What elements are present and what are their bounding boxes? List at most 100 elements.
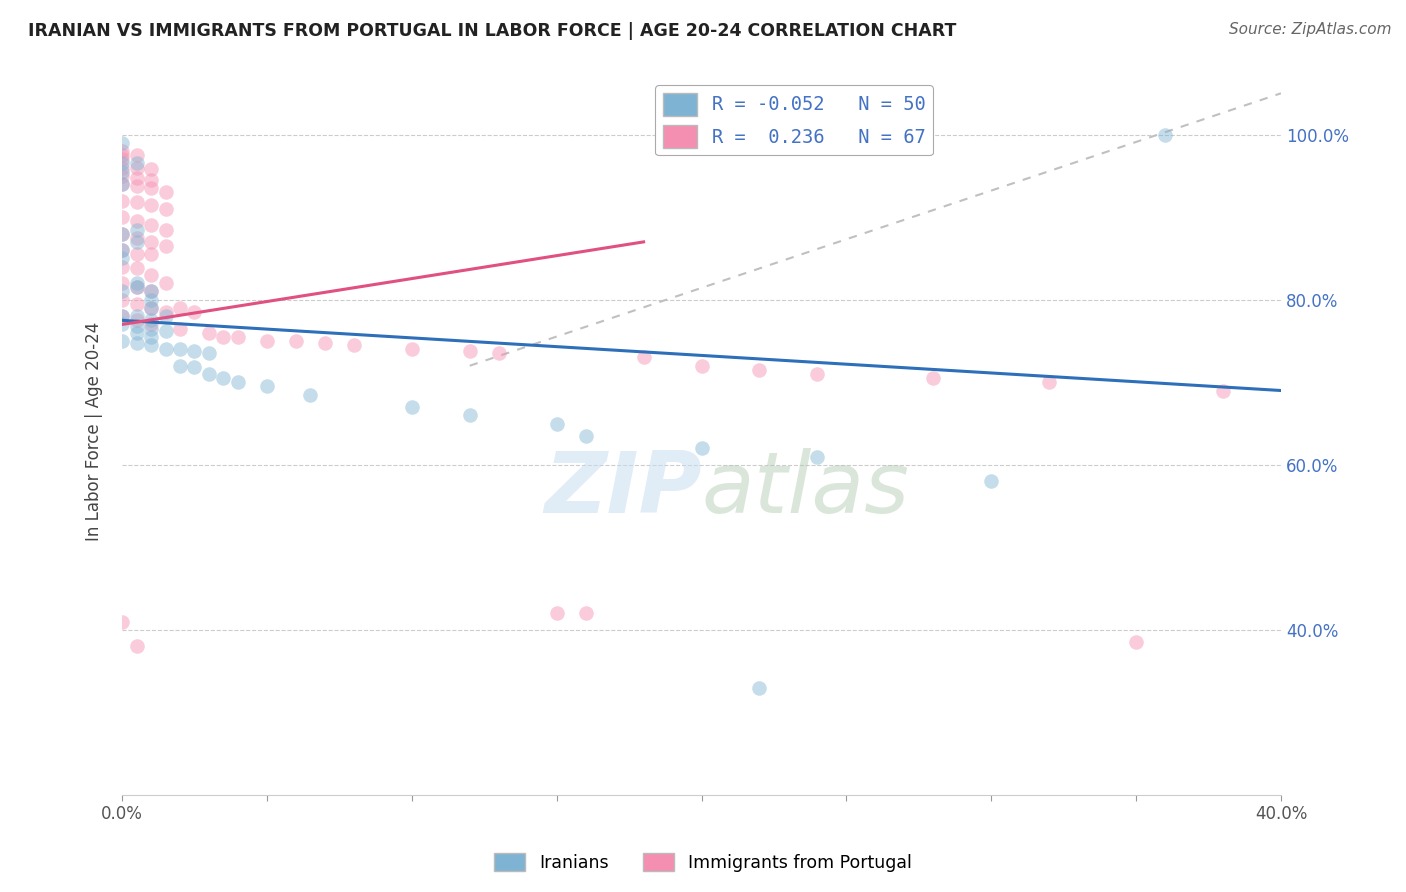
Point (690, 442, 713, 456)
Text: IRANIAN VS IMMIGRANTS FROM PORTUGAL IN LABOR FORCE | AGE 20-24 CORRELATION CHART: IRANIAN VS IMMIGRANTS FROM PORTUGAL IN L… (28, 22, 956, 40)
Point (125, 297, 148, 311)
Point (111, 177, 134, 191)
Point (111, 227, 134, 241)
Point (111, 252, 134, 266)
Point (111, 148, 134, 162)
Point (125, 280, 148, 294)
Point (111, 260, 134, 274)
Point (546, 417, 568, 431)
Point (125, 214, 148, 228)
Point (155, 305, 177, 319)
Point (111, 318, 134, 332)
Point (111, 136, 134, 150)
Point (139, 285, 162, 299)
Point (575, 607, 598, 621)
Point (111, 309, 134, 323)
Point (401, 400, 423, 414)
Point (155, 343, 177, 357)
Point (125, 640, 148, 654)
Point (690, 359, 713, 373)
Point (125, 319, 148, 334)
Point (111, 169, 134, 183)
Point (111, 153, 134, 167)
Point (198, 326, 221, 340)
Point (139, 219, 162, 233)
Point (139, 313, 162, 327)
Point (139, 293, 162, 307)
Point (226, 330, 249, 344)
Point (155, 324, 177, 338)
Point (256, 379, 278, 393)
Point (169, 359, 191, 373)
Point (139, 235, 162, 249)
Point (633, 351, 655, 365)
Point (1154, 128, 1177, 142)
Point (139, 285, 162, 299)
Point (183, 343, 205, 358)
Point (125, 178, 148, 193)
Point (169, 321, 191, 335)
Point (139, 268, 162, 282)
Point (155, 222, 177, 236)
Point (139, 198, 162, 212)
Point (226, 376, 249, 390)
Point (139, 338, 162, 352)
Point (125, 276, 148, 290)
Point (256, 334, 278, 348)
Point (139, 318, 162, 332)
Legend: Iranians, Immigrants from Portugal: Iranians, Immigrants from Portugal (486, 847, 920, 879)
Point (111, 276, 134, 290)
Point (111, 161, 134, 175)
Point (284, 334, 307, 348)
Point (155, 309, 177, 323)
Point (125, 247, 148, 261)
Point (125, 161, 148, 175)
Point (111, 243, 134, 257)
Point (125, 148, 148, 162)
Point (546, 607, 568, 621)
Point (401, 343, 423, 357)
Point (212, 371, 235, 385)
Point (111, 156, 134, 170)
Point (125, 195, 148, 210)
Point (183, 360, 205, 375)
Point (125, 313, 148, 327)
Point (125, 235, 148, 249)
Point (155, 239, 177, 253)
Point (139, 330, 162, 344)
Point (806, 367, 828, 381)
Legend: R = -0.052   N = 50, R =  0.236   N = 67: R = -0.052 N = 50, R = 0.236 N = 67 (655, 85, 934, 155)
Point (111, 309, 134, 323)
Point (111, 165, 134, 179)
Point (198, 367, 221, 381)
Point (125, 156, 148, 170)
Point (139, 162, 162, 177)
Point (125, 222, 148, 236)
Point (575, 429, 598, 443)
Point (806, 450, 828, 464)
Point (314, 335, 336, 350)
Point (111, 194, 134, 208)
Point (111, 615, 134, 629)
Point (111, 285, 134, 299)
Point (111, 293, 134, 307)
Point (980, 475, 1002, 489)
Text: ZIP: ZIP (544, 449, 702, 532)
Point (111, 144, 134, 158)
Point (139, 181, 162, 195)
Point (125, 231, 148, 245)
Point (125, 170, 148, 185)
Text: atlas: atlas (702, 449, 910, 532)
Point (748, 681, 770, 695)
Point (183, 305, 205, 319)
Point (155, 186, 177, 200)
Point (198, 346, 221, 360)
Point (169, 343, 191, 357)
Point (458, 409, 481, 423)
Point (125, 261, 148, 276)
Point (212, 330, 235, 344)
Point (1038, 376, 1060, 390)
Point (139, 301, 162, 315)
Point (155, 276, 177, 290)
Point (299, 387, 322, 401)
